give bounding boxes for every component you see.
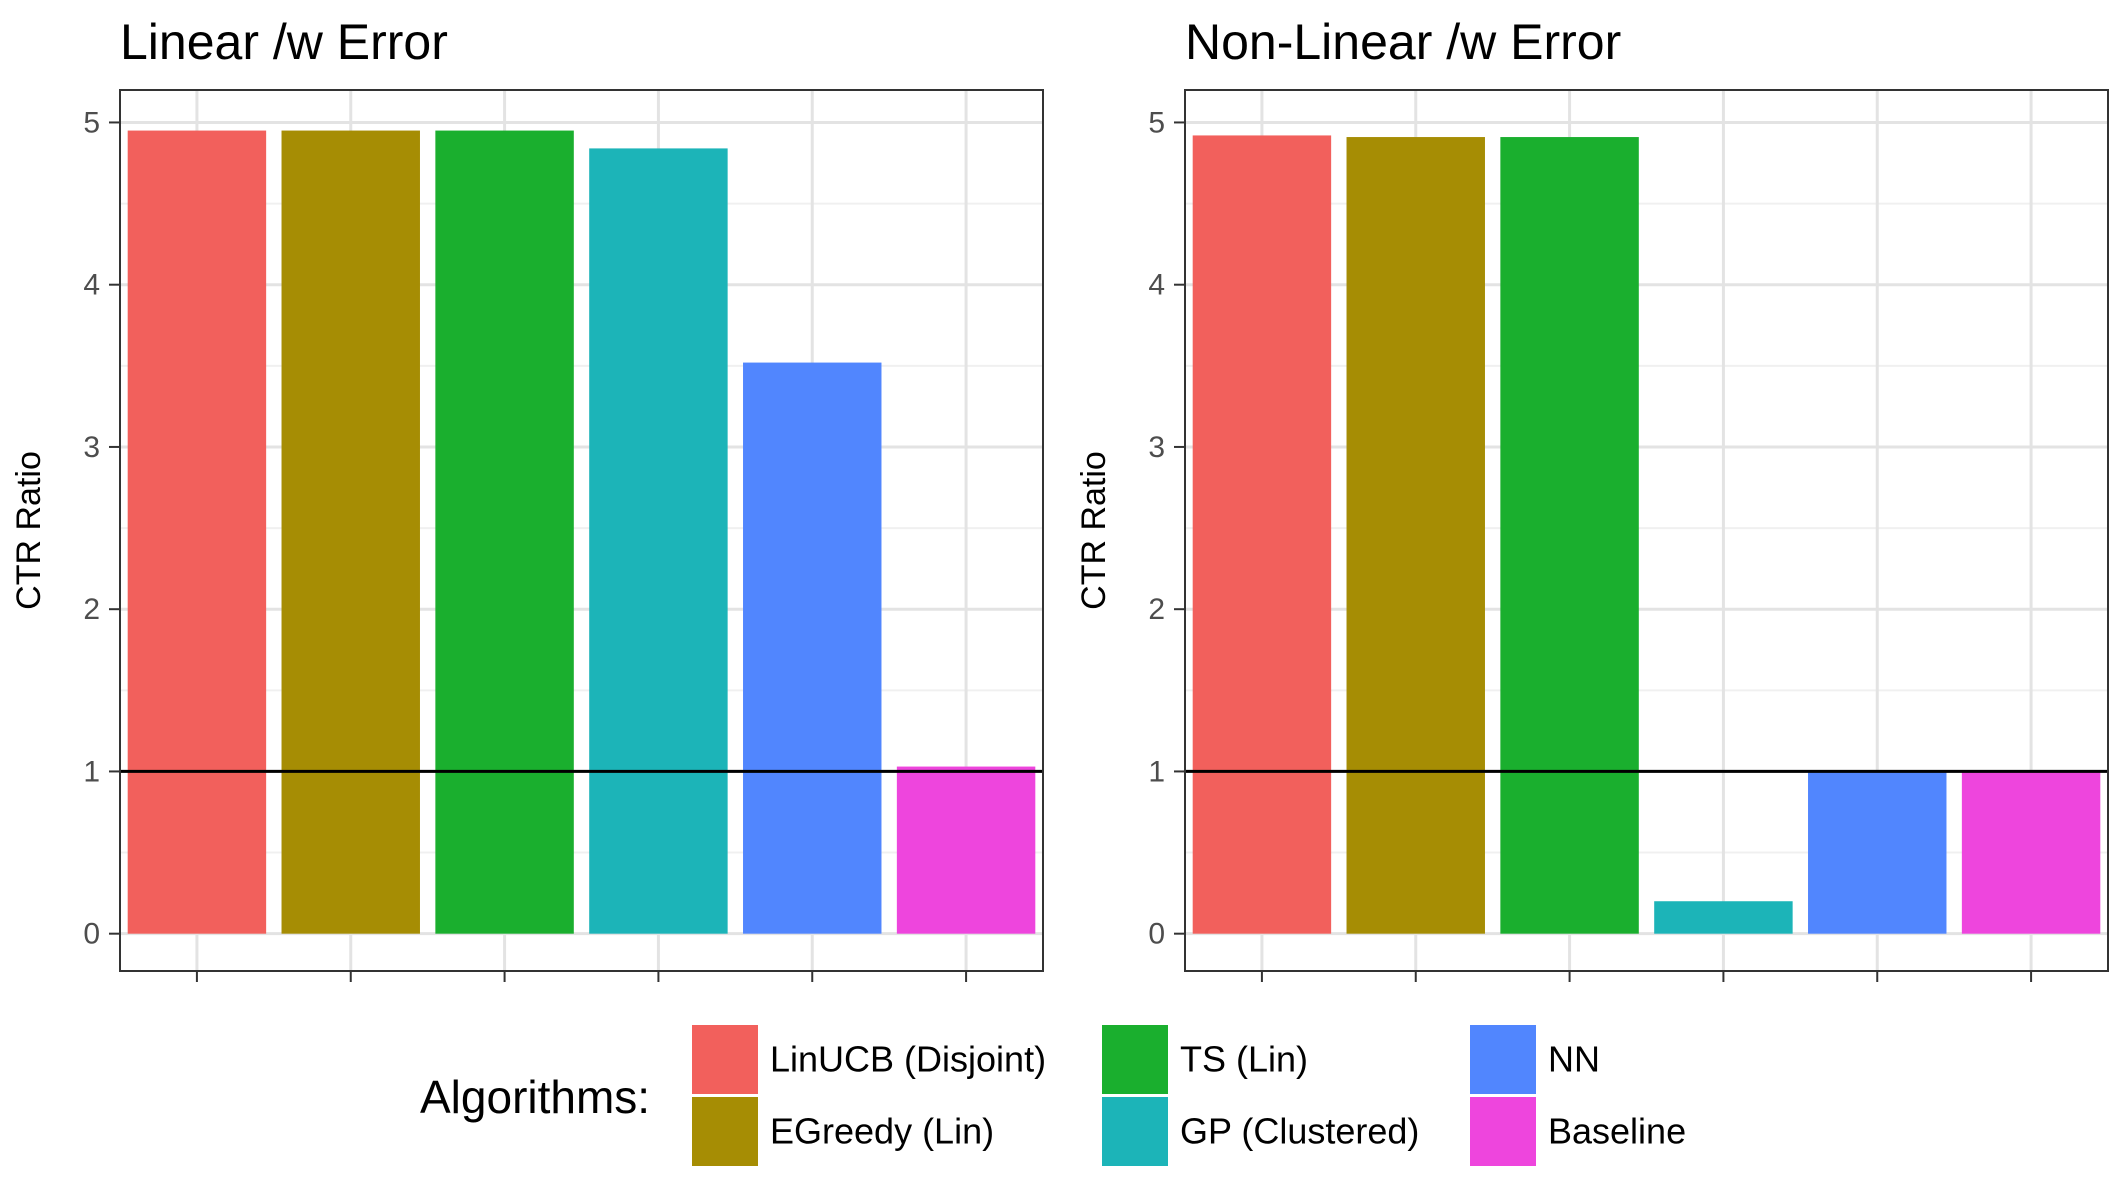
bar-linucb-disjoint (127, 130, 267, 934)
chart-title: Non-Linear /w Error (1185, 14, 1621, 70)
bar-egreedy-lin (281, 130, 420, 934)
legend-key-1 (692, 1025, 758, 1094)
y-tick-label: 1 (83, 755, 100, 788)
y-tick-label: 1 (1148, 755, 1165, 788)
y-tick-label: 5 (1148, 106, 1165, 139)
legend-title: Algorithms: (420, 1071, 650, 1123)
y-axis-label: CTR Ratio (10, 451, 48, 610)
legend-label: GP (Clustered) (1180, 1111, 1419, 1152)
legend-label: NN (1548, 1039, 1600, 1080)
y-tick-label: 4 (83, 269, 100, 302)
bar-ts-lin (1500, 137, 1639, 934)
y-tick-label: 4 (1148, 269, 1165, 302)
legend-label: EGreedy (Lin) (770, 1111, 994, 1152)
bar-baseline (1961, 771, 2101, 934)
legend-key-4 (1102, 1097, 1168, 1166)
bar-egreedy-lin (1346, 137, 1485, 934)
bar-nn (743, 362, 882, 934)
legend-label: TS (Lin) (1180, 1039, 1308, 1080)
legend-key-5 (1470, 1025, 1536, 1094)
bar-nn (1808, 771, 1947, 934)
bar-ts-lin (435, 130, 574, 934)
plot-border (1184, 89, 2109, 972)
legend-key-3 (1102, 1025, 1168, 1094)
legend-key-2 (692, 1097, 758, 1166)
legend: Algorithms: LinUCB (Disjoint) EGreedy (Lin… (420, 1025, 1686, 1166)
y-tick-label: 2 (1148, 593, 1165, 626)
y-tick-label: 3 (1148, 431, 1165, 464)
chart-title: Linear /w Error (120, 14, 448, 70)
bar-gp-clustered (1654, 901, 1793, 934)
y-tick-label: 5 (83, 106, 100, 139)
y-tick-label: 2 (83, 593, 100, 626)
legend-key-6 (1470, 1097, 1536, 1166)
plot-background (120, 90, 1043, 971)
y-tick-label: 0 (1148, 918, 1165, 951)
bar-baseline (896, 766, 1036, 934)
plot-border (119, 89, 1044, 972)
chart-panel-2: 0 1 2 3 4 5 CTR Ratio Non-Linear /w Error (1075, 14, 2109, 982)
legend-label: LinUCB (Disjoint) (770, 1039, 1046, 1080)
bar-gp-clustered (589, 148, 728, 934)
chart-panel-1: 0 1 2 3 4 5 CTR Ratio Linear /w Error (10, 14, 1044, 982)
legend-label: Baseline (1548, 1111, 1686, 1152)
plot-background (1185, 90, 2108, 971)
y-tick-label: 3 (83, 431, 100, 464)
bar-linucb-disjoint (1192, 135, 1332, 934)
y-tick-label: 0 (83, 918, 100, 951)
y-axis-label: CTR Ratio (1075, 451, 1113, 610)
